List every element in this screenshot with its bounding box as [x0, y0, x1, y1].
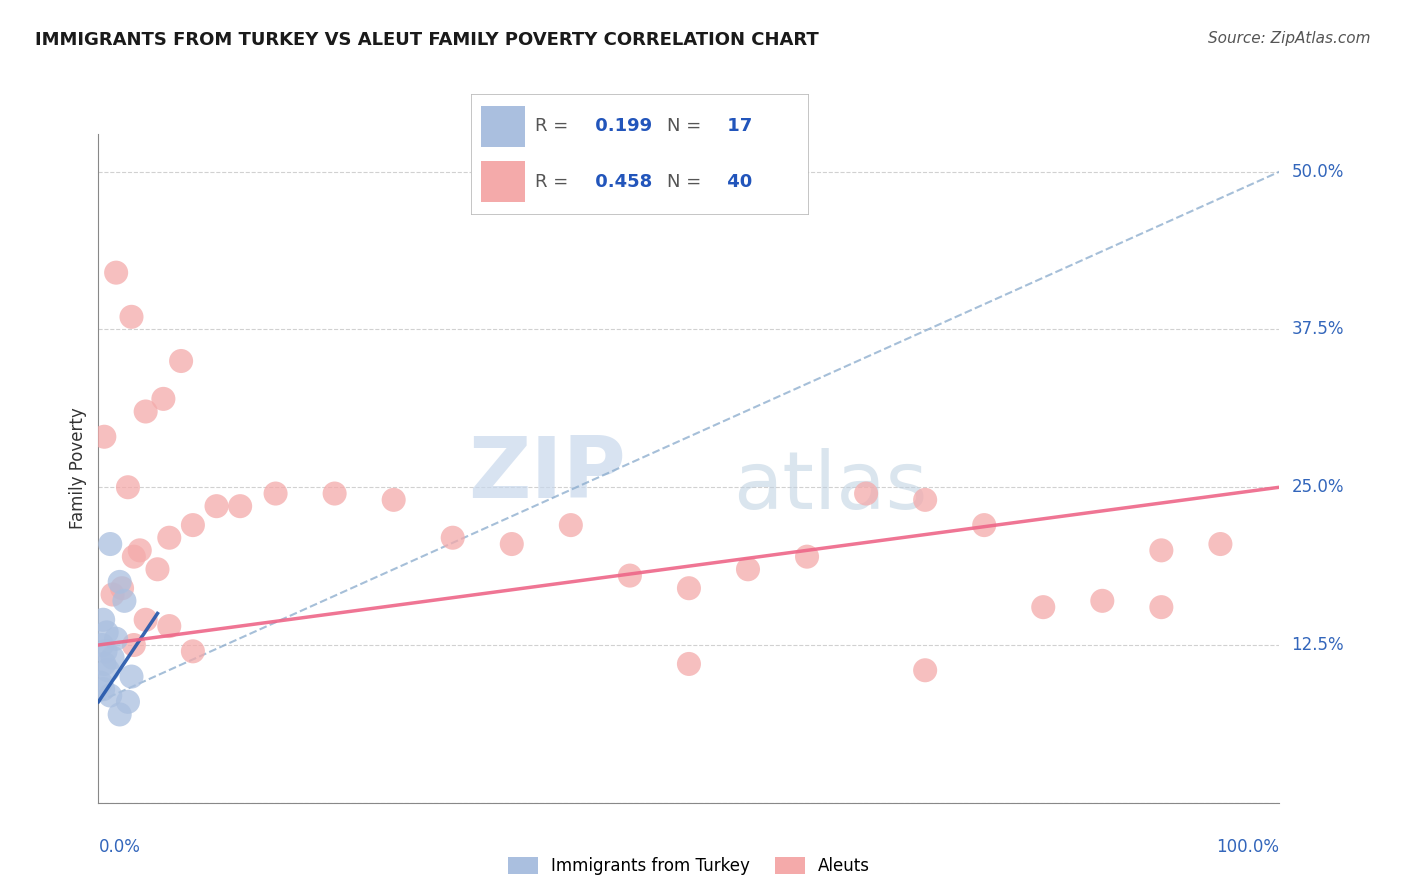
Text: N =: N =	[666, 172, 707, 191]
Text: R =: R =	[536, 117, 574, 136]
Point	[441, 531, 464, 545]
Text: N =: N =	[666, 117, 707, 136]
Text: 12.5%: 12.5%	[1291, 636, 1344, 654]
Point	[111, 581, 134, 595]
Point	[135, 613, 157, 627]
Text: R =: R =	[536, 172, 574, 191]
Text: 17: 17	[721, 117, 752, 136]
Text: Source: ZipAtlas.com: Source: ZipAtlas.com	[1208, 31, 1371, 46]
Point	[112, 594, 135, 608]
Y-axis label: Family Poverty: Family Poverty	[69, 408, 87, 529]
Text: 25.0%: 25.0%	[1291, 478, 1344, 496]
Point	[105, 632, 128, 646]
Point	[108, 707, 131, 722]
Point	[157, 531, 180, 545]
Point	[90, 676, 112, 690]
Point	[122, 638, 145, 652]
Point	[135, 404, 157, 418]
Point	[855, 486, 877, 500]
FancyBboxPatch shape	[481, 161, 524, 202]
Point	[117, 480, 139, 494]
Point	[101, 588, 124, 602]
Point	[108, 574, 131, 589]
Text: 40: 40	[721, 172, 752, 191]
Point	[264, 486, 287, 500]
Point	[181, 644, 204, 658]
Point	[93, 430, 115, 444]
Point	[117, 695, 139, 709]
Text: 50.0%: 50.0%	[1291, 162, 1344, 181]
Text: 0.199: 0.199	[589, 117, 652, 136]
Text: IMMIGRANTS FROM TURKEY VS ALEUT FAMILY POVERTY CORRELATION CHART: IMMIGRANTS FROM TURKEY VS ALEUT FAMILY P…	[35, 31, 818, 49]
Point	[128, 543, 150, 558]
Point	[501, 537, 523, 551]
Point	[170, 354, 193, 368]
Point	[157, 619, 180, 633]
Point	[152, 392, 174, 406]
Text: 37.5%: 37.5%	[1291, 320, 1344, 338]
Point	[914, 663, 936, 677]
Point	[146, 562, 169, 576]
Text: 0.458: 0.458	[589, 172, 652, 191]
FancyBboxPatch shape	[481, 106, 524, 146]
Point	[122, 549, 145, 564]
Point	[619, 568, 641, 582]
Text: 100.0%: 100.0%	[1216, 838, 1279, 856]
Point	[737, 562, 759, 576]
Point	[97, 663, 120, 677]
Point	[229, 499, 252, 513]
Point	[973, 518, 995, 533]
Point	[560, 518, 582, 533]
Point	[1150, 600, 1173, 615]
Text: 0.0%: 0.0%	[98, 838, 141, 856]
Point	[323, 486, 346, 500]
Point	[91, 613, 114, 627]
Point	[1150, 543, 1173, 558]
Point	[1209, 537, 1232, 551]
Point	[105, 266, 128, 280]
Text: ZIP: ZIP	[468, 434, 626, 516]
Point	[121, 310, 143, 324]
Point	[678, 581, 700, 595]
Point	[1091, 594, 1114, 608]
Point	[91, 638, 114, 652]
Point	[205, 499, 228, 513]
Text: atlas: atlas	[734, 449, 928, 526]
Point	[96, 625, 118, 640]
Legend: Immigrants from Turkey, Aleuts: Immigrants from Turkey, Aleuts	[508, 856, 870, 875]
Point	[181, 518, 204, 533]
Point	[98, 689, 121, 703]
Point	[382, 492, 405, 507]
Point	[98, 537, 121, 551]
Point	[1032, 600, 1054, 615]
Point	[101, 650, 124, 665]
Point	[93, 657, 115, 671]
Point	[94, 644, 117, 658]
Point	[121, 669, 143, 683]
Point	[678, 657, 700, 671]
Point	[914, 492, 936, 507]
Point	[796, 549, 818, 564]
Point	[91, 682, 114, 697]
